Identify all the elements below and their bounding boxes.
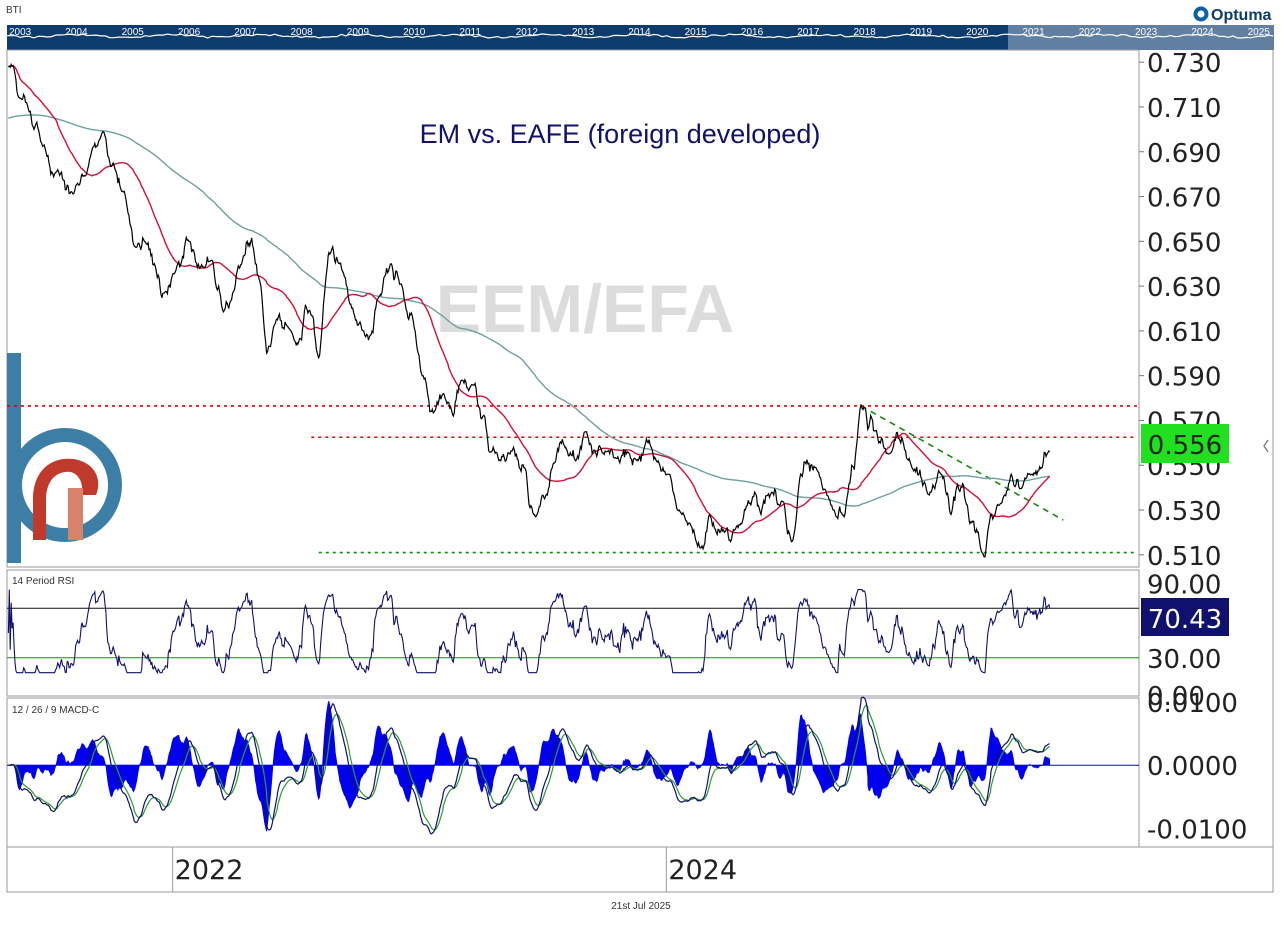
price-tick-0.650: 0.650 — [1147, 228, 1221, 258]
macd-line — [8, 696, 1050, 835]
moving-average-long-line — [8, 114, 1050, 507]
rsi-tick-0.00: 0.00 — [1147, 682, 1205, 712]
brand-name: Optuma — [1211, 7, 1272, 24]
ticker-label: BTI — [6, 5, 22, 16]
collapse-arrow-icon[interactable] — [1263, 439, 1269, 453]
price-series-line — [8, 62, 1051, 558]
rsi-last-value: 70.43 — [1148, 605, 1222, 635]
x-axis-ticks: 2022 2024 — [172, 847, 737, 892]
navigator-year-2024[interactable]: 2024 — [1191, 27, 1214, 38]
navigator-year-labels: 2003 2004 2005 2006 2007 2008 2009 2010 2011 2012… — [9, 27, 1270, 38]
price-tick-0.730: 0.730 — [1147, 49, 1221, 79]
rsi-panel-frame — [6, 569, 1140, 697]
macd-panel-title: 12 / 26 / 9 MACD-C — [12, 705, 99, 716]
navigator-year-2011[interactable]: 2011 — [459, 27, 481, 38]
navigator-bar[interactable] — [7, 25, 1274, 50]
rsi-panel-title: 14 Period RSI — [12, 576, 74, 587]
macd-tick-0.0100: 0.0100 — [1147, 689, 1238, 719]
price-tick-0.710: 0.710 — [1147, 94, 1221, 124]
navigator-year-2006[interactable]: 2006 — [178, 27, 201, 38]
price-tick-0.610: 0.610 — [1147, 318, 1221, 348]
price-tick-0.670: 0.670 — [1147, 184, 1221, 214]
price-last-value: 0.556 — [1148, 431, 1222, 461]
footer-date: 21st Jul 2025 — [611, 901, 671, 912]
x-axis-frame — [6, 846, 1274, 893]
navigator-year-2013[interactable]: 2013 — [572, 27, 595, 38]
rsi-last-value-badge: 70.43 — [1141, 598, 1229, 636]
navigator-year-2005[interactable]: 2005 — [122, 27, 145, 38]
navigator-year-2018[interactable]: 2018 — [854, 27, 877, 38]
price-tick-0.630: 0.630 — [1147, 273, 1221, 303]
price-tick-0.590: 0.590 — [1147, 363, 1221, 393]
navigator-year-2019[interactable]: 2019 — [910, 27, 933, 38]
rsi-series-line — [7, 588, 1051, 675]
rsi-tick-90.00: 90.00 — [1147, 570, 1221, 600]
macd-histogram-area — [8, 700, 1050, 832]
navigator-year-2004[interactable]: 2004 — [65, 27, 88, 38]
navigator-year-2016[interactable]: 2016 — [741, 27, 764, 38]
rsi-tick-30.00: 30.00 — [1147, 645, 1221, 675]
rsi-levels — [7, 607, 1139, 659]
price-axis-ticks: 0.730 0.710 0.690 0.670 0.650 0.630 0.610 0.590… — [1139, 49, 1221, 572]
navigator-year-2003[interactable]: 2003 — [9, 27, 32, 38]
navigator-year-2010[interactable]: 2010 — [403, 27, 426, 38]
macd-tick-0.0000: 0.0000 — [1147, 752, 1238, 782]
navigator-year-2012[interactable]: 2012 — [516, 27, 539, 38]
price-panel-frame — [6, 49, 1140, 568]
navigator-year-2015[interactable]: 2015 — [685, 27, 708, 38]
navigator-year-2022[interactable]: 2022 — [1079, 27, 1102, 38]
navigator-year-2025[interactable]: 2025 — [1248, 27, 1271, 38]
moving-average-short-line — [8, 65, 1051, 534]
macd-tick--0.0100: -0.0100 — [1147, 815, 1247, 845]
navigator-year-2020[interactable]: 2020 — [966, 27, 989, 38]
chart-title: EM vs. EAFE (foreign developed) — [420, 119, 821, 149]
price-last-value-badge: 0.556 — [1141, 424, 1229, 463]
price-overlays — [7, 405, 1137, 554]
navigator-sparkline — [7, 33, 1274, 39]
macd-axis-ticks: 0.0100 0.0000 -0.0100 — [1147, 689, 1247, 845]
navigator-year-2021[interactable]: 2021 — [1022, 27, 1045, 38]
brand-logo: Optuma — [1193, 6, 1272, 24]
publisher-logo — [7, 353, 122, 563]
navigator-year-2008[interactable]: 2008 — [291, 27, 314, 38]
downtrend-line — [860, 405, 1064, 521]
x-tick-2022: 2022 — [175, 855, 244, 886]
price-tick-0.530: 0.530 — [1147, 497, 1221, 527]
navigator-year-2007[interactable]: 2007 — [234, 27, 257, 38]
watermark-text: EEM/EFA — [436, 271, 735, 347]
navigator-year-2014[interactable]: 2014 — [628, 27, 651, 38]
navigator-year-2017[interactable]: 2017 — [797, 27, 820, 38]
navigator-year-2023[interactable]: 2023 — [1135, 27, 1158, 38]
x-tick-2024: 2024 — [668, 855, 737, 886]
price-tick-0.510: 0.510 — [1147, 542, 1221, 572]
navigator-year-2009[interactable]: 2009 — [347, 27, 370, 38]
macd-signal-line — [8, 704, 1051, 831]
macd-histogram — [8, 700, 1050, 832]
price-tick-0.690: 0.690 — [1147, 139, 1221, 169]
